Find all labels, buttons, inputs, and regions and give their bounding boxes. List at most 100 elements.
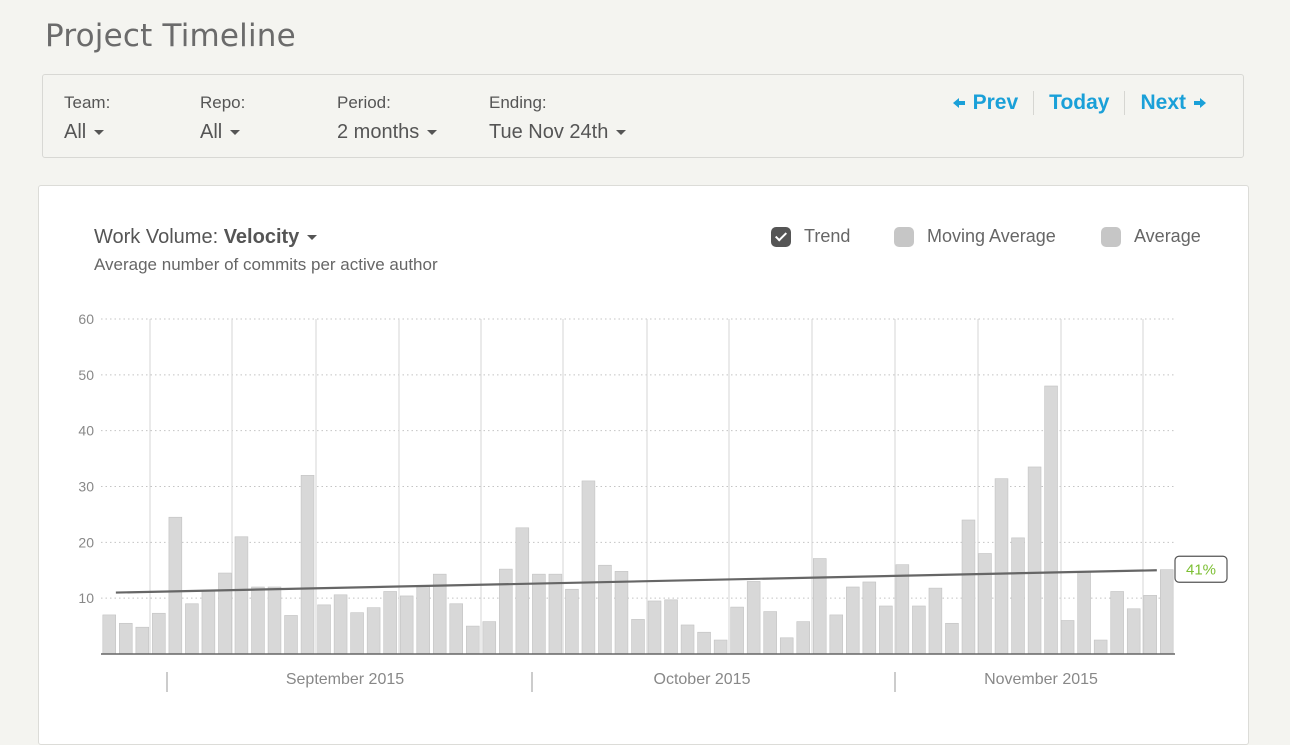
checkbox-unchecked-icon — [894, 226, 914, 247]
bar — [515, 527, 530, 655]
bar — [912, 605, 926, 655]
bar — [565, 588, 579, 655]
prev-label: Prev — [972, 91, 1019, 114]
bars-layer — [102, 385, 1174, 655]
prev-button[interactable]: Prev — [938, 91, 1034, 115]
bar — [168, 516, 183, 655]
team-filter: Team: All — [64, 93, 110, 144]
trend-change-label: 41% — [1186, 561, 1216, 578]
bar — [1126, 608, 1141, 655]
bar — [581, 480, 596, 655]
bar — [350, 612, 364, 655]
ending-filter-label: Ending: — [489, 93, 547, 112]
bar — [449, 603, 463, 655]
today-button[interactable]: Today — [1034, 91, 1124, 115]
ending-dropdown[interactable]: Tue Nov 24th — [489, 121, 627, 144]
caret-down-icon — [307, 235, 318, 241]
period-nav: Prev Today Next — [938, 91, 1221, 115]
bar — [928, 587, 943, 655]
metric-dropdown[interactable]: Work Volume: Velocity — [94, 226, 318, 249]
bar — [333, 594, 348, 655]
bar — [135, 626, 150, 655]
bar — [102, 614, 117, 655]
legend-trend-label: Trend — [804, 226, 851, 246]
bar — [697, 631, 711, 655]
bar — [994, 478, 1009, 655]
legend-moving-average-toggle[interactable]: Moving Average — [894, 226, 1056, 247]
arrow-right-icon — [1194, 98, 1206, 108]
y-tick-label: 60 — [78, 311, 94, 327]
caret-down-icon — [94, 130, 105, 136]
bar — [482, 621, 497, 655]
period-dropdown-value: 2 months — [337, 121, 420, 143]
bar — [895, 564, 910, 655]
bar — [499, 568, 513, 655]
bar — [746, 581, 761, 655]
bar — [647, 600, 662, 655]
y-tick-label: 40 — [78, 423, 94, 439]
legend-trend-toggle[interactable]: Trend — [771, 226, 850, 247]
trend-line — [115, 569, 1157, 594]
y-tick-label: 10 — [78, 590, 94, 606]
bar — [317, 604, 331, 655]
chart-card: Work Volume: Velocity Average number of … — [38, 185, 1249, 745]
bar — [862, 581, 877, 655]
bar — [631, 619, 645, 655]
checkbox-checked-icon — [771, 226, 791, 247]
trend-change-badge — [1174, 555, 1228, 583]
bar — [829, 614, 844, 655]
bar — [234, 536, 249, 655]
bar — [813, 558, 827, 655]
bar — [846, 586, 860, 655]
next-label: Next — [1140, 91, 1186, 114]
bar — [267, 586, 282, 655]
bar — [1159, 569, 1174, 655]
bar — [961, 519, 976, 655]
bar — [879, 605, 893, 655]
arrow-left-icon — [952, 98, 965, 108]
bar — [218, 572, 232, 655]
legend-moving-average-label: Moving Average — [927, 226, 1056, 246]
bar — [945, 622, 959, 655]
bar — [598, 564, 612, 655]
bar — [300, 475, 315, 655]
axis-layer: 10 20 30 40 50 60 September 2015 October 2015 No… — [78, 311, 1175, 692]
period-filter-label: Period: — [337, 93, 391, 112]
caret-down-icon — [230, 130, 241, 136]
bar — [713, 639, 728, 655]
team-dropdown[interactable]: All — [64, 121, 110, 144]
bar — [119, 622, 133, 655]
trend-layer: 41% — [115, 555, 1228, 594]
bar — [796, 621, 810, 655]
bar — [399, 595, 414, 655]
x-month-label: October 2015 — [654, 671, 751, 688]
bar — [779, 637, 794, 655]
metric-value: Velocity — [223, 226, 300, 248]
period-dropdown[interactable]: 2 months — [337, 121, 438, 144]
bar — [416, 585, 430, 655]
repo-dropdown[interactable]: All — [200, 121, 245, 144]
y-tick-label: 30 — [78, 479, 94, 495]
metric-label: Work Volume: — [94, 226, 219, 248]
repo-dropdown-value: All — [200, 121, 223, 143]
bar — [201, 590, 216, 655]
velocity-chart: 41% 10 20 30 40 50 60 September 2015 October 20… — [78, 311, 1228, 692]
repo-filter-label: Repo: — [200, 93, 246, 112]
bar — [466, 625, 480, 655]
bar — [251, 586, 265, 655]
legend-average-toggle[interactable]: Average — [1101, 226, 1201, 247]
legend-average-label: Average — [1134, 226, 1201, 246]
bar — [1077, 571, 1091, 655]
checkbox-unchecked-icon — [1101, 226, 1121, 247]
caret-down-icon — [427, 130, 438, 136]
bar — [383, 591, 397, 655]
bar — [548, 573, 563, 655]
bar — [185, 603, 199, 655]
filter-bar: Team: All Repo: All Period: 2 months End… — [42, 74, 1244, 158]
nav-divider — [1033, 91, 1035, 115]
period-filter: Period: 2 months — [337, 93, 438, 144]
bar — [680, 624, 695, 655]
nav-divider — [1124, 91, 1126, 115]
next-button[interactable]: Next — [1125, 91, 1221, 115]
caret-down-icon — [616, 130, 627, 136]
